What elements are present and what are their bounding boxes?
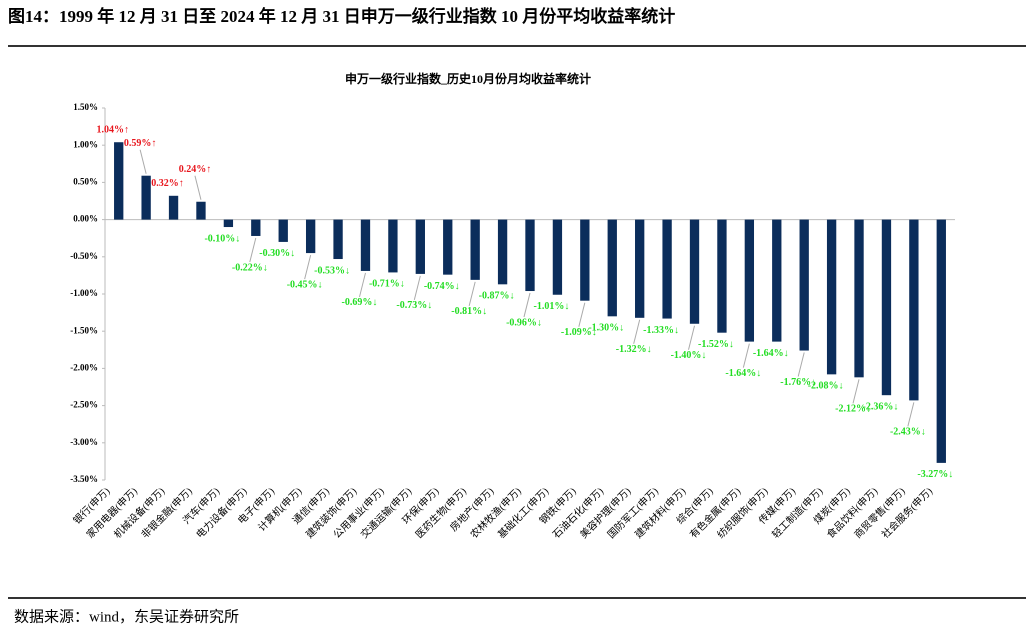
bar [141, 175, 151, 220]
leader-line [852, 379, 860, 404]
value-label: -0.30%↓ [259, 248, 295, 259]
bar [717, 219, 727, 333]
y-tick-label: 1.00% [73, 139, 98, 149]
value-label: 1.04%↑ [96, 125, 129, 136]
value-label: -0.69%↓ [342, 297, 378, 308]
y-tick-label: 1.50% [73, 102, 98, 112]
bar [607, 219, 617, 317]
value-label: -2.43%↓ [890, 427, 926, 438]
bar [635, 219, 645, 318]
value-label: -0.45%↓ [287, 279, 323, 290]
figure-title: 图14：1999 年 12 月 31 日至 2024 年 12 月 31 日申万… [8, 6, 675, 26]
bar [772, 219, 782, 342]
value-label: -0.22%↓ [232, 262, 268, 273]
bar [744, 219, 755, 342]
value-label: -3.27%↓ [917, 469, 953, 480]
value-label: -0.10%↓ [204, 233, 240, 244]
bar [305, 219, 316, 254]
value-label: -0.87%↓ [479, 291, 515, 302]
value-label: 0.59%↑ [124, 138, 157, 149]
value-label: -1.52%↓ [698, 339, 734, 350]
value-label: -1.32%↓ [616, 344, 652, 355]
bar [525, 219, 535, 292]
y-tick-label: -3.50% [70, 474, 98, 484]
bar [388, 219, 398, 273]
source-note: 数据来源：wind，东吴证券研究所 [14, 608, 239, 625]
value-label: -1.64%↓ [753, 348, 789, 359]
bar [497, 219, 508, 285]
bar [689, 219, 700, 324]
leader-line [413, 275, 421, 301]
leader-line [688, 325, 696, 350]
value-label: -0.73%↓ [396, 300, 432, 311]
bar [881, 219, 892, 396]
bar [333, 219, 343, 260]
leader-line [249, 237, 257, 263]
bar [223, 219, 234, 228]
bar [114, 142, 124, 220]
bar [936, 219, 946, 463]
bar [552, 219, 563, 295]
leader-line [797, 352, 805, 377]
bar [580, 219, 590, 301]
bar [278, 219, 288, 242]
bar [909, 219, 919, 401]
bar [662, 219, 672, 319]
bar [196, 201, 206, 220]
bar [415, 219, 425, 274]
y-tick-label: 0.00% [73, 214, 98, 224]
leader-line [358, 272, 366, 298]
y-tick-label: -2.50% [70, 400, 98, 410]
y-tick-label: 0.50% [73, 176, 98, 186]
bar [799, 219, 809, 351]
value-label: -2.12%↓ [835, 404, 871, 415]
chart-title: 申万一级行业指数_历史10月份月均收益率统计 [345, 71, 591, 86]
value-label: -0.96%↓ [506, 317, 542, 328]
value-label: -1.64%↓ [725, 368, 761, 379]
value-label: -2.36%↓ [863, 401, 899, 412]
leader-line [578, 302, 586, 327]
y-tick-label: -1.50% [70, 325, 98, 335]
leader-line [194, 175, 202, 200]
value-label: 0.24%↑ [179, 164, 212, 175]
leader-line [523, 292, 531, 318]
value-label: -1.30%↓ [588, 323, 624, 334]
leader-line [304, 254, 312, 280]
y-tick-label: -1.00% [70, 288, 98, 298]
y-tick-label: -0.50% [70, 251, 98, 261]
leader-line [907, 402, 915, 427]
value-label: -1.33%↓ [643, 325, 679, 336]
y-tick-label: -3.00% [70, 437, 98, 447]
bar [360, 219, 371, 271]
value-label: -0.53%↓ [314, 265, 350, 276]
leader-line [633, 319, 641, 344]
value-label: -1.01%↓ [533, 301, 569, 312]
value-label: -2.08%↓ [808, 381, 844, 392]
leader-line [742, 343, 750, 368]
bar [826, 219, 837, 375]
value-label: -0.74%↓ [424, 281, 460, 292]
bar [168, 195, 179, 220]
value-label: -0.71%↓ [369, 279, 405, 290]
leader-line [139, 149, 147, 174]
value-label: -0.81%↓ [451, 306, 487, 317]
value-label: -1.76%↓ [780, 377, 816, 388]
leader-line [468, 281, 476, 306]
bar [854, 219, 864, 378]
bar [251, 219, 261, 236]
bar [443, 219, 453, 275]
bar [470, 219, 480, 280]
value-label: -1.40%↓ [671, 350, 707, 361]
y-tick-label: -2.00% [70, 362, 98, 372]
value-label: -1.09%↓ [561, 327, 597, 338]
value-label: 0.32%↑ [151, 178, 184, 189]
